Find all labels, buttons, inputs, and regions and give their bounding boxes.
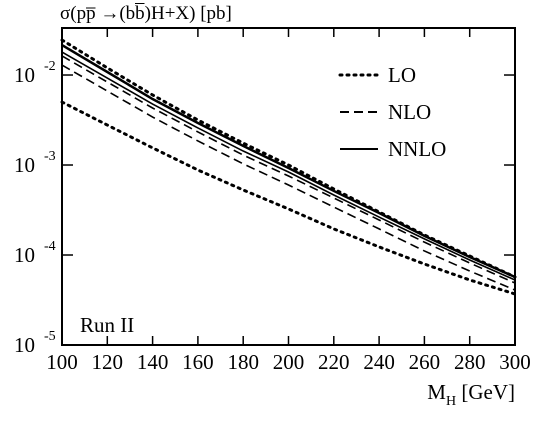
annotation: Run II [80,313,134,337]
y-tick-label: 10 [14,333,35,357]
x-label-main: M [427,380,446,404]
x-tick-label: 280 [454,350,486,374]
series-line [60,38,517,279]
x-tick-label: 260 [409,350,441,374]
x-tick-label: 160 [182,350,214,374]
chart-title: σ(pp̅ →(bb̅)H+X) [pb] [60,3,232,24]
y-tick-power: -2 [44,59,56,74]
x-label-sub: H [446,394,456,409]
plot-frame [61,27,516,346]
x-tick-label: 180 [227,350,259,374]
x-tick-label: 120 [92,350,124,374]
x-tick-label: 300 [499,350,531,374]
series-line [60,100,517,296]
y-tick-label: 10 [14,243,35,267]
x-tick-label: 200 [273,350,305,374]
y-tick-label: 10 [14,63,35,87]
x-axis-label: MH [GeV] [427,380,515,409]
legend-label: NLO [388,100,431,124]
y-tick-power: -3 [44,149,56,164]
y-tick-power: -5 [44,329,56,344]
x-tick-label: 140 [137,350,169,374]
series-line [61,55,516,284]
y-tick-power: -4 [44,239,56,254]
series-line [61,44,516,279]
series-line [61,51,516,281]
x-label-unit: [GeV] [456,380,515,404]
legend-label: NNLO [388,137,446,161]
series-line [61,64,516,291]
x-tick-label: 240 [363,350,395,374]
x-tick-label: 220 [318,350,350,374]
legend-label: LO [388,63,416,87]
y-tick-label: 10 [14,153,35,177]
x-tick-label: 100 [46,350,78,374]
